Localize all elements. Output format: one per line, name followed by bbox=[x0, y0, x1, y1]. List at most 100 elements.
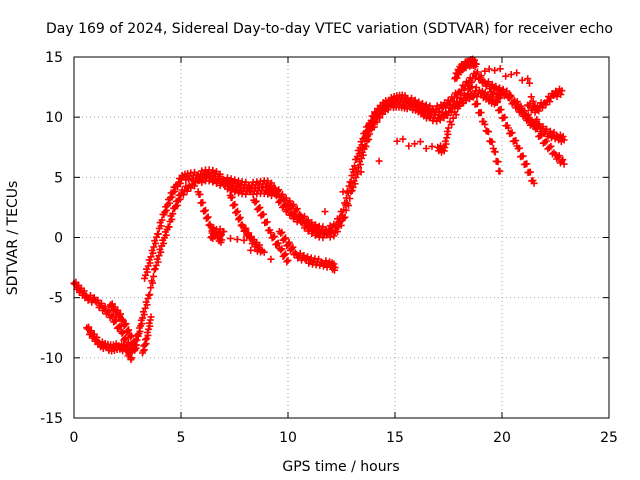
plus-marker bbox=[270, 184, 278, 191]
plus-marker bbox=[344, 189, 352, 197]
plus-marker bbox=[138, 320, 146, 328]
plus-marker bbox=[282, 250, 290, 258]
plus-marker bbox=[144, 295, 152, 302]
y-tick-label: 0 bbox=[54, 231, 63, 247]
plus-marker bbox=[553, 93, 561, 100]
plus-marker bbox=[235, 214, 243, 222]
plus-marker bbox=[521, 107, 529, 115]
plus-marker bbox=[326, 233, 334, 241]
plus-marker bbox=[384, 106, 392, 114]
plus-marker bbox=[491, 66, 499, 74]
plus-marker bbox=[285, 238, 293, 246]
plus-marker bbox=[301, 212, 308, 220]
plus-marker bbox=[497, 106, 505, 113]
plus-marker bbox=[370, 123, 378, 131]
plus-marker bbox=[163, 206, 171, 214]
plus-marker bbox=[171, 187, 179, 195]
plus-marker bbox=[255, 204, 263, 212]
plus-marker bbox=[157, 222, 165, 230]
y-tick-label: -15 bbox=[40, 411, 63, 427]
plus-marker bbox=[260, 248, 268, 256]
plus-marker bbox=[277, 192, 285, 200]
plus-marker bbox=[158, 216, 166, 224]
plus-marker bbox=[111, 317, 119, 325]
plus-marker bbox=[154, 230, 162, 238]
y-tick-label: -10 bbox=[40, 351, 63, 367]
plus-marker bbox=[286, 197, 294, 205]
plus-marker bbox=[244, 230, 252, 238]
plus-marker bbox=[537, 128, 544, 136]
plus-marker bbox=[134, 331, 142, 339]
plus-marker bbox=[245, 229, 253, 237]
plus-marker bbox=[471, 56, 478, 64]
plus-marker bbox=[488, 80, 496, 88]
plus-marker bbox=[405, 142, 413, 150]
plus-marker bbox=[559, 156, 567, 164]
plus-marker bbox=[274, 187, 282, 195]
plus-marker bbox=[165, 196, 172, 204]
plus-marker bbox=[280, 235, 288, 243]
plus-marker bbox=[351, 162, 359, 170]
plus-marker bbox=[496, 84, 504, 92]
plus-marker bbox=[253, 247, 261, 255]
plus-marker bbox=[204, 213, 212, 221]
plus-marker bbox=[362, 143, 370, 151]
series-early-drop-a bbox=[106, 300, 140, 353]
plus-marker bbox=[334, 228, 341, 236]
plus-marker bbox=[444, 112, 452, 119]
plus-marker bbox=[555, 152, 563, 160]
plus-marker bbox=[154, 258, 162, 266]
plus-marker bbox=[250, 184, 258, 192]
plus-marker bbox=[179, 191, 187, 199]
plus-marker bbox=[144, 331, 152, 339]
plus-marker bbox=[173, 201, 181, 209]
plus-marker bbox=[263, 218, 271, 226]
plus-marker bbox=[123, 345, 131, 353]
plus-marker bbox=[300, 252, 308, 259]
plus-marker bbox=[327, 227, 335, 235]
plus-marker bbox=[517, 102, 525, 110]
plus-marker bbox=[157, 248, 165, 256]
plus-marker bbox=[322, 257, 330, 265]
plus-marker bbox=[518, 76, 526, 84]
plus-marker bbox=[147, 284, 155, 292]
plus-marker bbox=[494, 158, 502, 166]
plus-marker bbox=[501, 113, 509, 121]
plus-marker bbox=[375, 157, 383, 165]
plus-marker bbox=[493, 98, 501, 106]
chart-title: Day 169 of 2024, Sidereal Day-to-day VTE… bbox=[46, 21, 613, 37]
plus-marker bbox=[98, 299, 105, 307]
plus-marker bbox=[357, 168, 365, 176]
plus-marker bbox=[165, 223, 173, 231]
plus-marker bbox=[442, 140, 450, 148]
plus-marker bbox=[268, 179, 275, 187]
plus-marker bbox=[376, 114, 384, 122]
plus-marker bbox=[526, 168, 534, 176]
plus-marker bbox=[307, 254, 315, 262]
plus-marker bbox=[355, 150, 363, 157]
plus-marker bbox=[118, 329, 126, 337]
series-branch-7-5h bbox=[226, 191, 266, 256]
plus-marker bbox=[260, 210, 267, 218]
plus-marker bbox=[415, 98, 423, 106]
plus-marker bbox=[121, 321, 129, 329]
plus-marker bbox=[261, 183, 269, 190]
plus-marker bbox=[359, 151, 367, 159]
plus-marker bbox=[195, 174, 203, 182]
plus-marker bbox=[150, 243, 158, 251]
plus-marker bbox=[481, 67, 489, 75]
plus-marker bbox=[143, 268, 151, 276]
plus-marker bbox=[252, 197, 260, 205]
plus-marker bbox=[312, 221, 319, 229]
plus-marker bbox=[512, 137, 520, 144]
y-axis-label: SDTVAR / TECUs bbox=[5, 181, 21, 296]
plus-marker bbox=[237, 222, 245, 230]
plus-marker bbox=[93, 333, 101, 341]
series-main-track bbox=[70, 86, 504, 355]
plus-marker bbox=[388, 99, 396, 107]
plus-marker bbox=[162, 231, 170, 239]
plus-marker bbox=[143, 301, 151, 309]
plus-marker bbox=[434, 108, 442, 116]
y-tick-label: 5 bbox=[54, 170, 63, 186]
